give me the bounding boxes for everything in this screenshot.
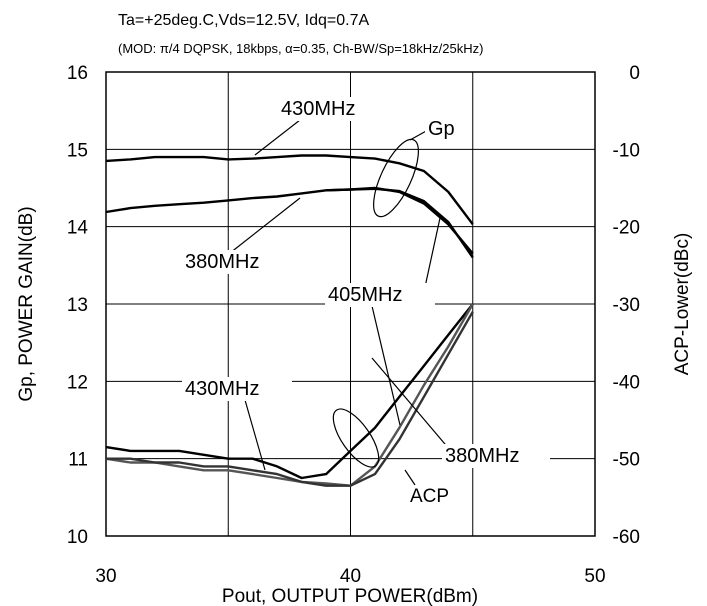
y-axis-label: Gp, POWER GAIN(dB) — [16, 206, 37, 401]
x-tick-label: 30 — [95, 566, 116, 587]
axis-ticks: 30 40 50 10 11 12 13 14 15 16 -60 -50 -40 -30 -20 -10 0 — [67, 63, 640, 587]
chart-title: Ta=+25deg.C,Vds=12.5V, Idq=0.7A — [118, 12, 370, 29]
y-tick-label: 12 — [67, 372, 88, 393]
annotation-label: 430MHz — [281, 98, 355, 120]
acp-group-ellipse — [332, 408, 380, 468]
y2-tick-label: -30 — [613, 295, 640, 316]
series-acp-430mhz — [105, 303, 474, 480]
x-axis-label: Pout, OUTPUT POWER(dBm) — [222, 586, 478, 606]
series-acp-405mhz — [105, 303, 474, 487]
x-tick-label: 50 — [584, 566, 605, 587]
y2-tick-label: -50 — [613, 450, 640, 471]
y-tick-label: 16 — [67, 63, 88, 84]
annotation-leader — [244, 399, 266, 471]
y-tick-label: 10 — [67, 527, 88, 548]
series-gp-430mhz — [105, 154, 474, 226]
x-tick-label: 40 — [340, 566, 361, 587]
annotation-leader — [404, 469, 416, 486]
annotation-bg — [182, 250, 294, 274]
annotation-bg — [442, 444, 550, 468]
y2-axis-label: ACP-Lower(dBc) — [672, 233, 693, 376]
y2-tick-label: -20 — [613, 218, 640, 239]
annotation-label: 380MHz — [185, 251, 259, 273]
y2-tick-label: -10 — [613, 140, 640, 161]
series-gp-405mhz — [326, 186, 474, 255]
annotation-bg — [182, 377, 292, 401]
y2-tick-label: -40 — [613, 372, 640, 393]
annotation-leader — [371, 305, 401, 426]
y-tick-label: 15 — [67, 140, 88, 161]
y-tick-label: 14 — [67, 218, 89, 239]
annotation-label: 380MHz — [445, 445, 519, 467]
y-tick-label: 13 — [67, 295, 88, 316]
annotation-label: Gp — [428, 118, 455, 140]
annotation-bg — [278, 97, 388, 121]
annotations: 430MHz 380MHz 405MHz 380MHz 430MHz Gp ACP — [182, 97, 550, 508]
plot-frame — [105, 71, 596, 537]
y2-tick-label: -60 — [613, 527, 640, 548]
annotation-label: ACP — [410, 486, 449, 507]
series-acp-380mhz — [106, 311, 474, 487]
annotation-bg — [325, 283, 435, 307]
annotation-leader — [229, 197, 301, 254]
annotation-leader — [371, 357, 451, 451]
annotation-leader — [254, 119, 301, 156]
y2-tick-label: 0 — [629, 63, 640, 84]
annotation-label: 430MHz — [185, 378, 259, 400]
annotation-leader — [424, 217, 441, 288]
gp-group-ellipse — [373, 138, 419, 218]
series-group — [105, 154, 474, 487]
y-tick-label: 11 — [68, 450, 88, 471]
chart-subtitle: (MOD: π/4 DQPSK, 18kbps, α=0.35, Ch-BW/S… — [118, 41, 483, 56]
annotation-label: 405MHz — [328, 284, 402, 306]
annotation-bg — [407, 485, 461, 508]
series-gp-380mhz — [105, 187, 474, 259]
annotation-bg — [425, 117, 469, 141]
